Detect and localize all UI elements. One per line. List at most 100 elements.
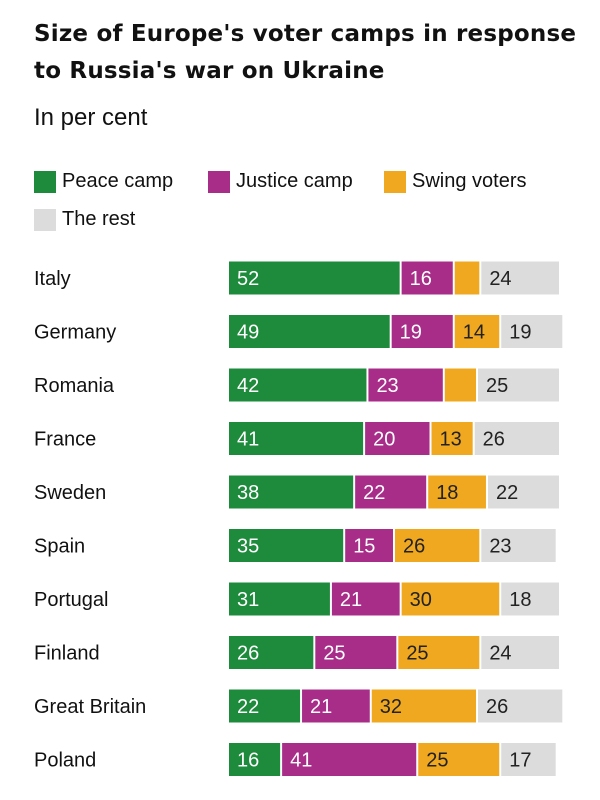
bar-great-britain-the-rest [478,689,563,723]
bar-italy-swing-voters [454,261,480,295]
data-label-italy-justice-camp: 16 [410,268,432,290]
data-label-poland-swing-voters: 25 [426,750,448,772]
legend-label-justice: Justice camp [236,170,353,192]
data-label-great-britain-justice-camp: 21 [310,696,332,718]
bar-sweden-swing-voters [428,475,486,509]
data-label-sweden-swing-voters: 18 [436,482,458,504]
data-label-poland-justice-camp: 41 [290,750,312,772]
bar-poland-the-rest [501,743,556,776]
category-label-sweden: Sweden [34,482,106,504]
bar-italy-the-rest [481,261,559,295]
bar-germany-swing-voters [454,315,500,348]
data-label-italy-peace-camp: 52 [237,268,259,290]
chart-subtitle: In per cent [34,104,148,131]
data-label-great-britain-swing-voters: 32 [380,696,402,718]
data-label-spain-justice-camp: 15 [353,536,375,558]
bar-portugal-swing-voters [401,582,500,616]
bar-portugal-the-rest [501,582,559,616]
data-label-poland-peace-camp: 16 [237,750,259,772]
bar-great-britain-justice-camp [302,689,370,723]
data-label-portugal-justice-camp: 21 [340,589,362,611]
category-label-finland: Finland [34,643,100,665]
legend-item-justice: Justice camp [208,170,353,193]
data-label-germany-justice-camp: 19 [400,322,422,344]
data-label-romania-peace-camp: 42 [237,375,259,397]
data-label-france-swing-voters: 13 [440,429,462,451]
bar-germany-justice-camp [391,315,453,348]
bar-finland-peace-camp [229,636,314,669]
category-label-romania: Romania [34,375,115,397]
data-label-france-justice-camp: 20 [373,429,395,451]
bar-spain-peace-camp [229,529,344,562]
legend-label-rest: The rest [62,208,136,230]
data-label-spain-the-rest: 23 [489,536,511,558]
data-label-france-the-rest: 26 [483,429,505,451]
category-label-france: France [34,429,96,451]
legend-label-peace: Peace camp [62,170,174,192]
bar-finland-swing-voters [398,636,480,669]
data-label-sweden-peace-camp: 38 [237,482,259,504]
bar-spain-justice-camp [345,529,393,562]
bar-portugal-justice-camp [331,582,400,616]
data-label-france-peace-camp: 41 [237,429,259,451]
data-label-portugal-the-rest: 18 [509,589,531,611]
bar-sweden-the-rest [487,475,559,509]
legend-swatch-rest [34,208,56,231]
bar-spain-the-rest [481,529,556,562]
bar-finland-the-rest [481,636,559,669]
bar-france-peace-camp [229,422,364,455]
data-label-sweden-justice-camp: 22 [363,482,385,504]
legend-swatch-swing [384,170,406,193]
legend-item-swing: Swing voters [384,170,527,193]
legend-swatch-justice [208,170,230,193]
data-label-portugal-swing-voters: 30 [410,589,432,611]
data-label-romania-the-rest: 25 [486,375,508,397]
bar-italy-peace-camp [229,261,400,295]
bar-france-justice-camp [365,422,430,455]
bar-germany-the-rest [501,315,563,348]
bar-poland-peace-camp [229,743,281,776]
bar-romania-peace-camp [229,368,367,402]
chart-title: Size of Europe's voter camps in response… [34,21,577,84]
data-label-germany-the-rest: 19 [509,322,531,344]
bar-romania-justice-camp [368,368,443,402]
bar-poland-justice-camp [282,743,417,776]
stacked-bar-chart: Italy 52 16 24 Germany 49 19 14 19 Romania 42 23 25 F… [34,261,563,776]
category-label-italy: Italy [34,268,71,290]
bar-great-britain-peace-camp [229,689,301,723]
bar-sweden-justice-camp [355,475,427,509]
data-label-finland-the-rest: 24 [489,643,511,665]
data-label-spain-peace-camp: 35 [237,536,259,558]
bar-romania-the-rest [478,368,559,402]
bar-spain-swing-voters [395,529,480,562]
legend-label-swing: Swing voters [412,170,527,192]
data-label-germany-swing-voters: 14 [463,322,485,344]
bar-portugal-peace-camp [229,582,330,616]
bar-finland-justice-camp [315,636,397,669]
legend-item-rest: The rest [34,208,135,231]
category-label-germany: Germany [34,322,116,344]
bar-italy-justice-camp [401,261,453,295]
data-label-romania-justice-camp: 23 [376,375,398,397]
category-label-portugal: Portugal [34,589,109,611]
data-label-portugal-peace-camp: 31 [237,589,259,611]
data-label-great-britain-the-rest: 26 [486,696,508,718]
data-label-finland-peace-camp: 26 [237,643,259,665]
category-label-poland: Poland [34,750,96,772]
data-label-great-britain-peace-camp: 22 [237,696,259,718]
bar-great-britain-swing-voters [371,689,476,723]
data-label-italy-the-rest: 24 [489,268,511,290]
legend-item-peace: Peace camp [34,170,173,193]
data-label-finland-swing-voters: 25 [406,643,428,665]
data-label-sweden-the-rest: 22 [496,482,518,504]
bar-romania-swing-voters [444,368,476,402]
bar-sweden-peace-camp [229,475,354,509]
data-label-spain-swing-voters: 26 [403,536,425,558]
bar-poland-swing-voters [418,743,500,776]
category-label-spain: Spain [34,536,85,558]
legend-swatch-peace [34,170,56,193]
bar-france-swing-voters [431,422,473,455]
data-label-germany-peace-camp: 49 [237,322,259,344]
category-label-great-britain: Great Britain [34,696,146,718]
bar-france-the-rest [474,422,559,455]
